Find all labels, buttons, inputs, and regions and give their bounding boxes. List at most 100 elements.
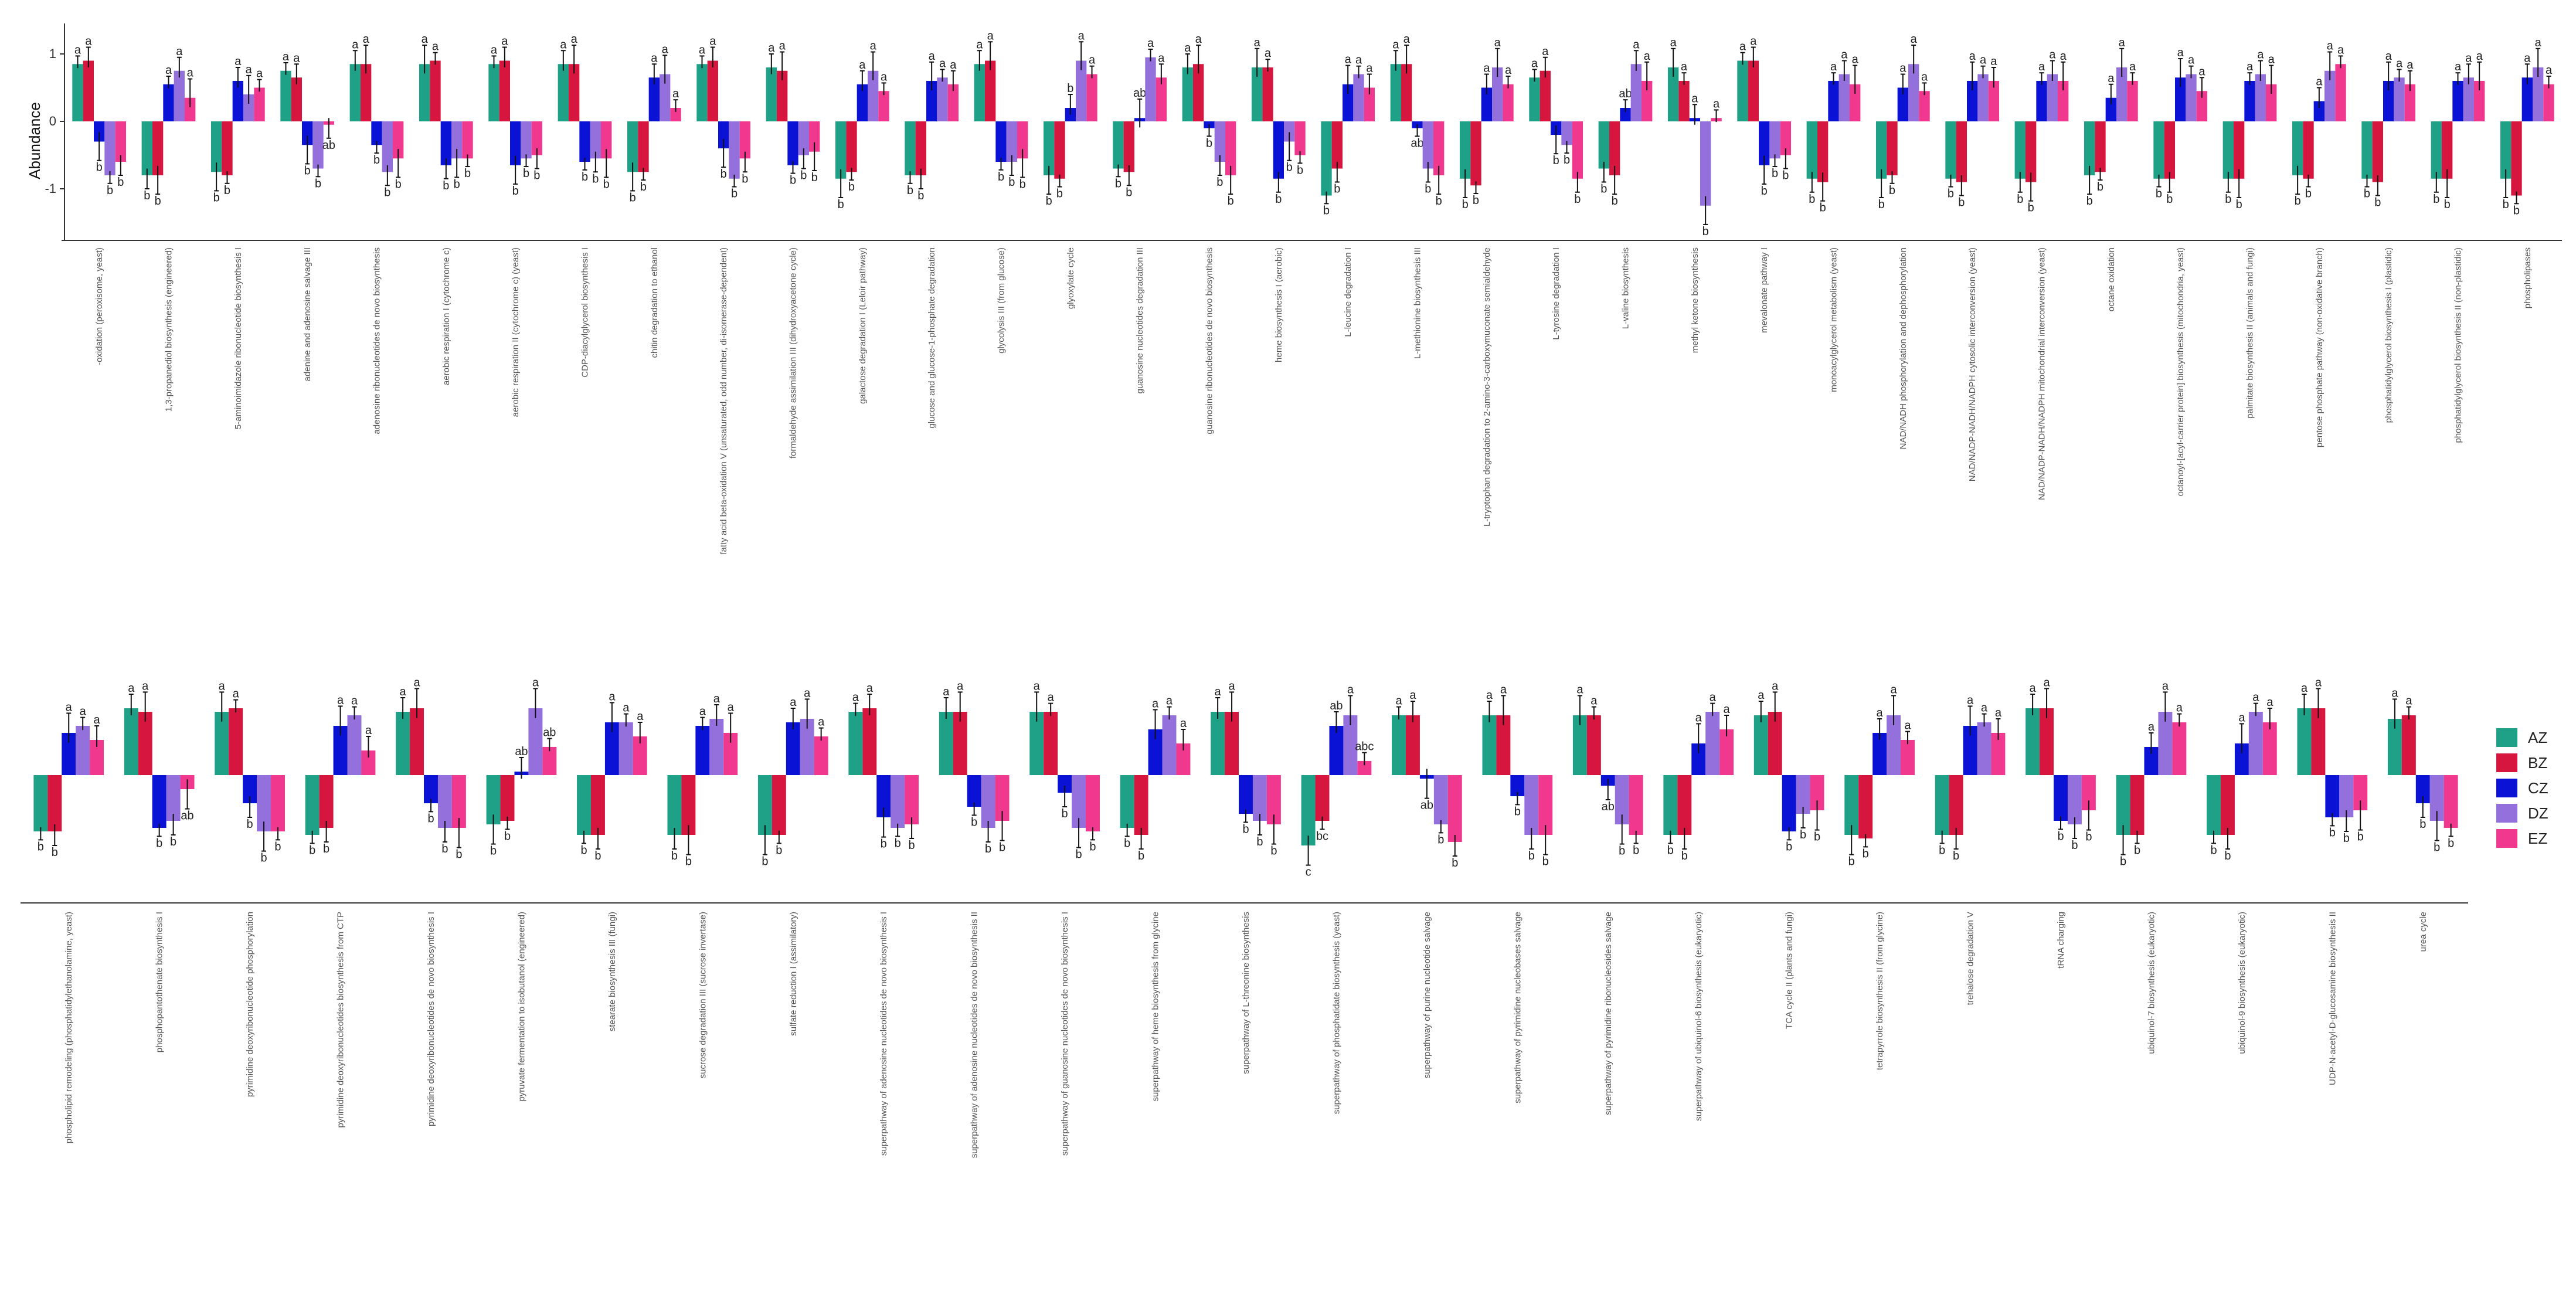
bar-DZ <box>2158 712 2173 775</box>
bar-AZ <box>1301 775 1316 845</box>
bar-AZ <box>1663 775 1678 835</box>
bar-DZ <box>2339 775 2354 817</box>
bar-DZ <box>312 121 324 169</box>
significance-label: b <box>1542 855 1549 868</box>
significance-label: b <box>1953 850 1959 862</box>
category-label: superpathway of phosphatidate biosynthes… <box>1331 912 1341 1114</box>
significance-label: b <box>2236 198 2242 211</box>
significance-label: a <box>2385 50 2393 63</box>
bar-DZ <box>1615 775 1629 824</box>
significance-label: a <box>1195 33 1202 46</box>
bar-DZ <box>1524 775 1539 835</box>
bar-AZ <box>558 64 569 121</box>
significance-label: b <box>580 844 587 857</box>
significance-label: b <box>1809 193 1815 206</box>
significance-label: b <box>1633 844 1639 857</box>
bar-DZ <box>2116 67 2128 121</box>
significance-label: a <box>1852 53 1859 66</box>
bar-AZ <box>349 64 361 121</box>
bar-BZ <box>430 60 441 121</box>
category-label: glycolysis III (from glucose) <box>997 247 1007 354</box>
bar-AZ <box>1321 121 1332 196</box>
significance-label: b <box>1425 183 1431 196</box>
bar-AZ <box>2222 121 2234 179</box>
bar-AZ <box>1029 712 1044 775</box>
bar-BZ <box>319 775 334 828</box>
legend-swatch-CZ <box>2496 779 2517 797</box>
bar-DZ <box>1162 715 1177 775</box>
bar-DZ <box>382 121 393 172</box>
category-label: superpathway of L-threonine biosynthesis <box>1241 912 1251 1074</box>
significance-label: a <box>957 680 964 692</box>
significance-label: a <box>2030 682 2037 695</box>
legend: AZ BZ CZ DZ EZ <box>2496 728 2548 848</box>
bar-CZ <box>648 77 660 121</box>
bar-DZ <box>590 121 601 159</box>
bar-EZ <box>1503 84 1514 121</box>
significance-label: a <box>2038 60 2045 73</box>
category-label: formaldehyde assimilation III (dihydroxy… <box>789 247 798 458</box>
significance-label: b <box>1138 850 1144 862</box>
significance-label: b <box>144 189 150 202</box>
bar-CZ <box>787 121 798 165</box>
legend-label-AZ: AZ <box>2528 729 2547 746</box>
significance-label: a <box>2546 64 2553 77</box>
significance-label: b <box>2434 841 2440 854</box>
bar-AZ <box>939 712 953 775</box>
bar-EZ <box>1919 91 1930 121</box>
significance-label: b <box>2343 832 2350 845</box>
significance-label: b <box>685 855 692 868</box>
bar-CZ <box>1342 84 1354 121</box>
significance-label: a <box>2315 676 2322 689</box>
bar-DZ <box>1072 775 1086 828</box>
significance-label: b <box>1820 202 1826 215</box>
bar-BZ <box>1401 64 1412 121</box>
significance-label: a <box>2238 711 2245 724</box>
category-label: mevalonate pathway I <box>1759 247 1769 333</box>
significance-label: b <box>671 850 678 862</box>
bar-BZ <box>1540 70 1551 121</box>
bar-AZ <box>2361 121 2373 179</box>
significance-label: b <box>909 839 915 852</box>
significance-label: b <box>1067 82 1073 95</box>
bar-EZ <box>2353 775 2368 810</box>
significance-label: a <box>2257 49 2264 62</box>
significance-label: a <box>2129 60 2136 73</box>
significance-label: b <box>2086 195 2093 208</box>
significance-label: b <box>315 177 321 190</box>
significance-label: b <box>1124 837 1130 850</box>
bar-DZ <box>618 722 633 775</box>
bar-AZ <box>1572 715 1587 775</box>
significance-label: a <box>365 724 372 737</box>
significance-label: a <box>352 38 359 51</box>
significance-label: a <box>2266 696 2273 709</box>
category-label: L-methionine biosynthesis III <box>1413 247 1423 359</box>
significance-label: a <box>413 676 420 689</box>
significance-label: b <box>592 172 599 185</box>
bar-BZ <box>953 712 967 775</box>
bar-AZ <box>1482 715 1497 775</box>
bar-CZ <box>1239 775 1253 814</box>
significance-label: a <box>1576 683 1583 696</box>
bar-DZ <box>1561 121 1572 145</box>
bar-DZ <box>2324 70 2336 121</box>
significance-label: b <box>790 174 796 187</box>
bar-AZ <box>2084 121 2095 175</box>
bar-AZ <box>757 775 772 835</box>
significance-label: a <box>293 52 300 64</box>
bar-AZ <box>1737 60 1748 121</box>
bar-BZ <box>2095 121 2106 172</box>
significance-label: b <box>1667 844 1674 857</box>
significance-label: b <box>2364 188 2370 201</box>
significance-label: a <box>1345 53 1352 66</box>
significance-label: a <box>501 35 508 48</box>
bar-AZ <box>1392 715 1406 775</box>
bar-BZ <box>776 70 788 121</box>
significance-label: a <box>987 29 994 42</box>
significance-label: a <box>1739 40 1746 53</box>
bar-CZ <box>243 775 257 803</box>
significance-label: a <box>1347 683 1354 696</box>
bar-CZ <box>2313 101 2325 121</box>
significance-label: b <box>1323 204 1330 217</box>
bar-BZ <box>1470 121 1481 186</box>
